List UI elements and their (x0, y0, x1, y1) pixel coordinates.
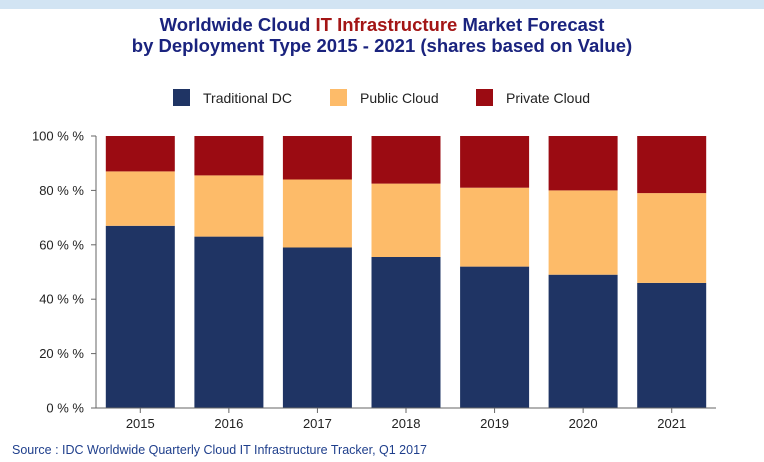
legend-label-public-cloud: Public Cloud (360, 89, 439, 106)
bar-public-cloud-2020 (548, 190, 618, 275)
chart-title: Worldwide Cloud IT Infrastructure Market… (0, 14, 764, 56)
bar-traditional-dc-2016 (194, 236, 264, 408)
x-tick-label-2019: 2019 (480, 416, 509, 431)
x-tick-label-2018: 2018 (392, 416, 421, 431)
source-note: Source : IDC Worldwide Quarterly Cloud I… (12, 443, 427, 457)
title-highlight: IT Infrastructure (315, 14, 458, 35)
bar-private-cloud-2019 (460, 136, 530, 188)
y-tick-label-2: 40 % % (39, 292, 84, 307)
stacked-bar-chart: 2015 2016 2017 2018 2019 2020 2021 0 % % 20 % % 4… (32, 129, 716, 431)
y-tick-label-4: 80 % % (39, 183, 84, 198)
bar-private-cloud-2016 (194, 136, 264, 176)
bar-private-cloud-2017 (282, 136, 352, 180)
bar-public-cloud-2018 (371, 183, 441, 257)
bar-private-cloud-2018 (371, 136, 441, 184)
x-tick-label-2016: 2016 (214, 416, 243, 431)
title-part-2: Market Forecast (457, 14, 605, 35)
x-tick-label-2017: 2017 (303, 416, 332, 431)
title-part-1: Worldwide Cloud (159, 14, 316, 35)
bar-public-cloud-2016 (194, 175, 264, 237)
chart-legend: Traditional DC Public Cloud Private Clou… (0, 89, 764, 111)
bar-public-cloud-2015 (105, 171, 175, 226)
title-line-1: Worldwide Cloud IT Infrastructure Market… (0, 14, 764, 35)
bar-public-cloud-2021 (637, 193, 707, 283)
bar-traditional-dc-2015 (105, 225, 175, 408)
legend-item-public-cloud: Public Cloud (330, 89, 439, 106)
bar-traditional-dc-2021 (637, 282, 707, 408)
bar-private-cloud-2021 (637, 136, 707, 194)
y-tick-label-3: 60 % % (39, 237, 84, 252)
bar-traditional-dc-2018 (371, 257, 441, 408)
legend-label-traditional-dc: Traditional DC (203, 89, 292, 106)
x-tick-label-2015: 2015 (126, 416, 155, 431)
legend-item-private-cloud: Private Cloud (476, 89, 590, 106)
x-tick-label-2020: 2020 (569, 416, 598, 431)
bar-traditional-dc-2017 (282, 247, 352, 408)
legend-swatch-traditional-dc (173, 89, 190, 106)
legend-item-traditional-dc: Traditional DC (173, 89, 292, 106)
y-tick-label-0: 0 % % (46, 401, 84, 416)
bar-public-cloud-2019 (460, 187, 530, 267)
bar-private-cloud-2015 (105, 136, 175, 172)
y-tick-label-5: 100 % % (32, 129, 84, 144)
legend-label-private-cloud: Private Cloud (506, 89, 591, 106)
legend-swatch-private-cloud (476, 89, 493, 106)
bar-private-cloud-2020 (548, 136, 618, 191)
y-tick-label-1: 20 % % (39, 346, 84, 361)
legend-swatch-public-cloud (330, 89, 347, 106)
top-accent-bar (0, 0, 764, 9)
bar-traditional-dc-2019 (460, 266, 530, 408)
bar-public-cloud-2017 (282, 179, 352, 248)
x-tick-label-2021: 2021 (657, 416, 686, 431)
title-line-2: by Deployment Type 2015 - 2021 (shares b… (131, 35, 633, 56)
bar-traditional-dc-2020 (548, 274, 618, 408)
